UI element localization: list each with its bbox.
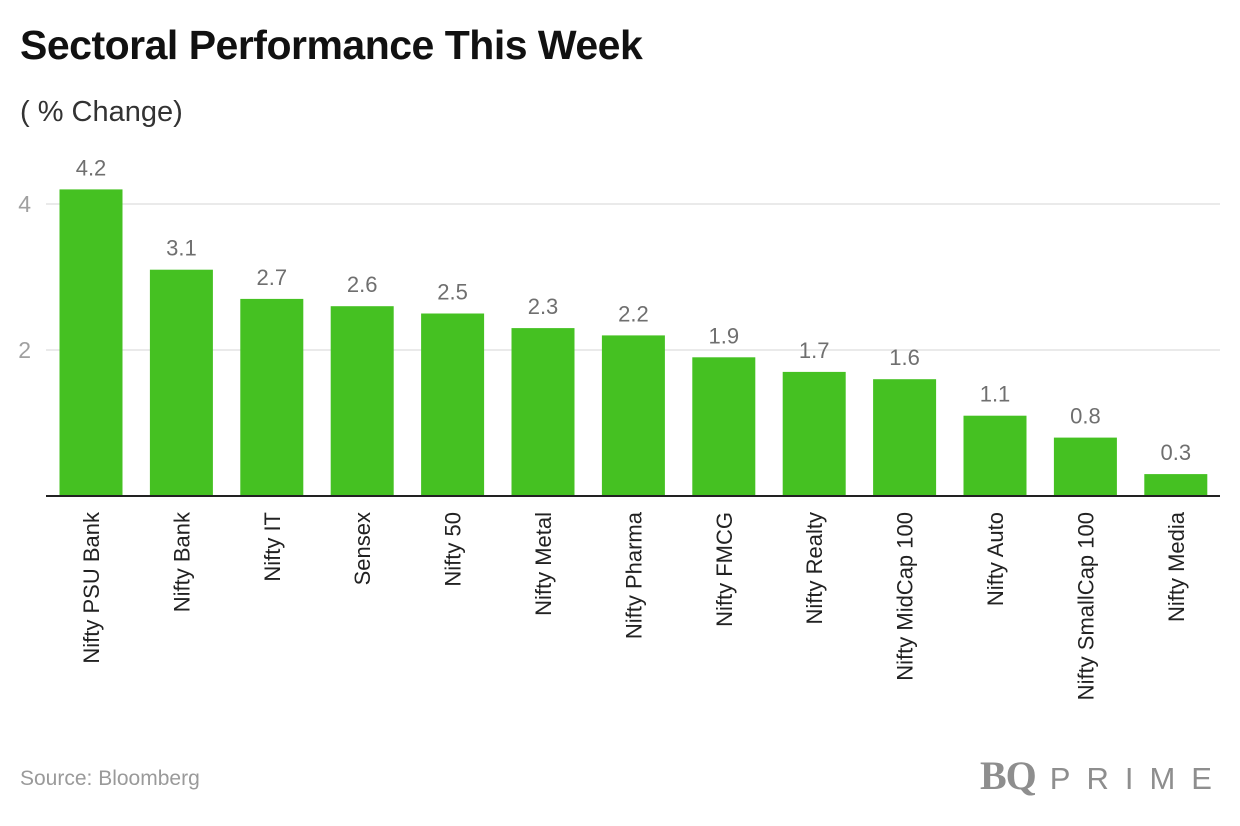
bar-value-label: 3.1 [166, 236, 197, 261]
x-tick-label: Nifty MidCap 100 [893, 512, 918, 681]
y-axis-ticks: 24 [18, 191, 31, 363]
bar-chart: 24 4.23.12.7 2.6 2.52.3 2.21.91.7 1.61.10.80… [18, 155, 1220, 700]
bar-value-label: 2.6 [347, 272, 378, 297]
x-tick-label: Nifty FMCG [712, 512, 737, 627]
bar [330, 306, 394, 496]
y-tick-label: 2 [18, 337, 31, 363]
source-note: Source: Bloomberg [20, 767, 200, 790]
value-labels: 4.2 3.1 2.7 2.6 2.5 2.3 2.2 1.9 1.7 1.6 1.1 0.8 0.3 [76, 155, 1191, 465]
x-tick-label: Nifty SmallCap 100 [1073, 512, 1098, 700]
bar [963, 415, 1027, 496]
bar-value-label: 2.2 [618, 301, 649, 326]
gridlines [46, 203, 1220, 351]
brand-logo: BQ PRIME [980, 752, 1228, 799]
bar [692, 357, 756, 496]
bar-value-label: 2.7 [257, 265, 288, 290]
x-tick-label: Nifty Metal [531, 512, 556, 616]
bar-value-label: 0.3 [1161, 440, 1192, 465]
bar [601, 335, 665, 496]
logo-word: PRIME [1049, 761, 1228, 796]
bar [149, 269, 213, 496]
bar [511, 328, 575, 496]
x-tick-label: Nifty Auto [983, 512, 1008, 606]
bar-value-label: 2.5 [437, 280, 468, 305]
x-tick-label: Sensex [350, 512, 375, 585]
x-tick-label: Nifty PSU Bank [79, 511, 104, 664]
chart-title: Sectoral Performance This Week [20, 22, 643, 68]
y-tick-label: 4 [18, 191, 31, 217]
x-tick-label: Nifty IT [260, 512, 285, 582]
bars [59, 189, 1208, 496]
x-tick-label: Nifty Media [1164, 511, 1189, 622]
bar [1053, 437, 1117, 496]
bar [1144, 474, 1208, 496]
bar-value-label: 1.6 [889, 345, 920, 370]
bar-value-label: 1.1 [980, 382, 1011, 407]
bar [240, 298, 304, 496]
bar-value-label: 4.2 [76, 155, 107, 180]
bar [421, 313, 485, 496]
bar-value-label: 1.7 [799, 338, 830, 363]
bar-value-label: 0.8 [1070, 404, 1101, 429]
chart-subtitle: ( % Change) [20, 96, 183, 128]
x-tick-label: Nifty Bank [169, 511, 194, 612]
x-tick-label: Nifty Pharma [621, 511, 646, 639]
bar [782, 371, 846, 496]
x-tick-label: Nifty 50 [441, 512, 466, 587]
logo-mark: BQ [980, 753, 1037, 798]
x-axis-labels: Nifty PSU Bank Nifty Bank Nifty IT Sensex Ni… [79, 511, 1189, 700]
bar [59, 189, 123, 496]
x-tick-label: Nifty Realty [802, 512, 827, 624]
bar-value-label: 1.9 [709, 323, 740, 348]
bar [873, 379, 937, 496]
bar-value-label: 2.3 [528, 294, 559, 319]
